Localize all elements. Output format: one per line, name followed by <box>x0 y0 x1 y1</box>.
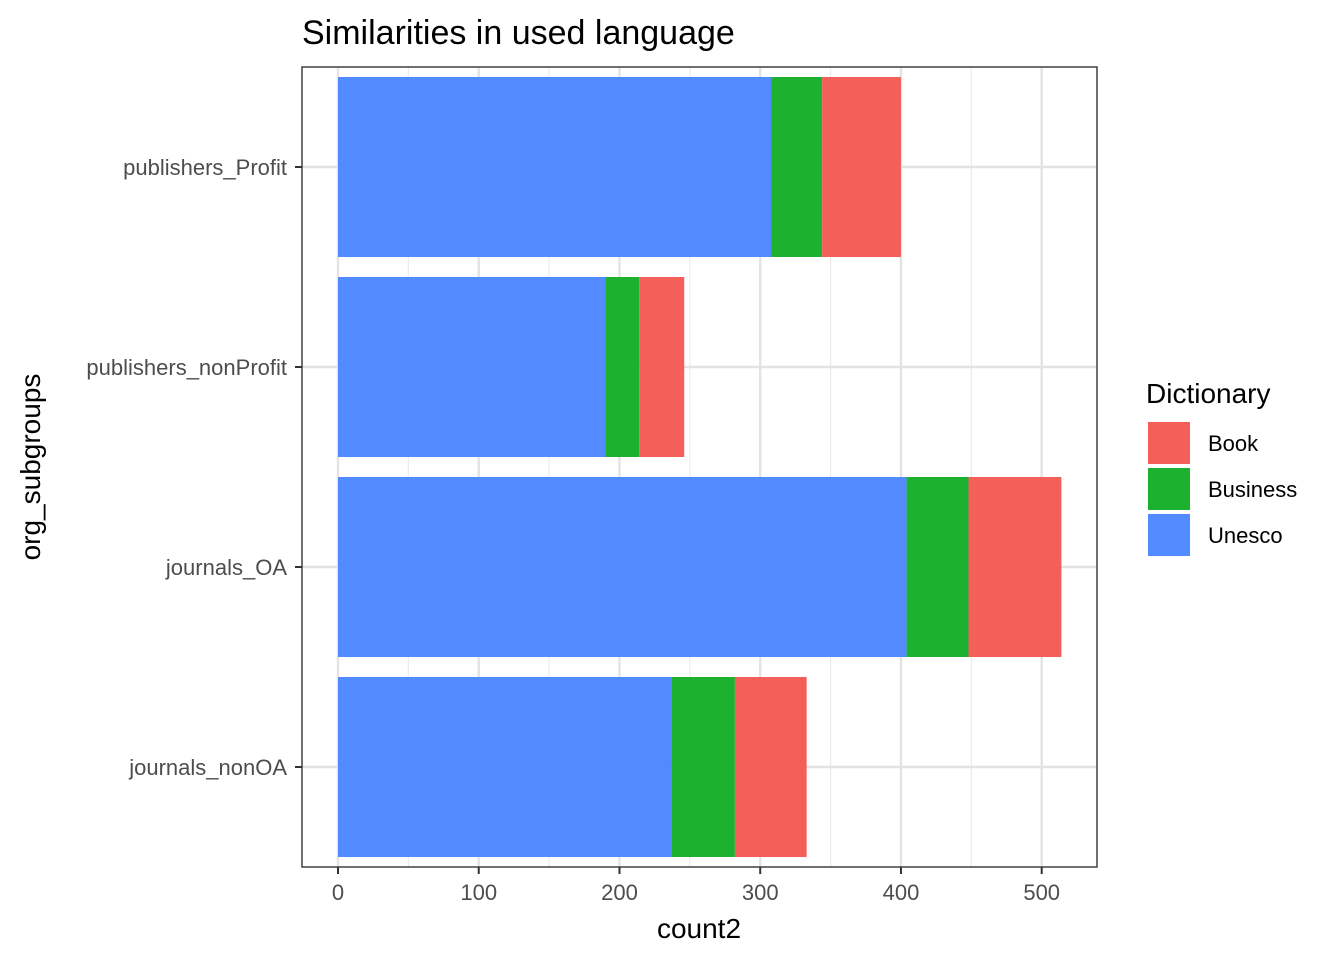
panel-border <box>301 66 1098 868</box>
legend-title: Dictionary <box>1146 378 1270 409</box>
y-tick-label-publishers_profit: publishers_Profit <box>123 155 287 180</box>
bar-segment-business-publishers_profit <box>771 77 823 257</box>
bar-segment-unesco-journals_oa <box>338 477 907 657</box>
x-tick-label: 300 <box>742 880 779 905</box>
legend: Dictionary Book Business Unesco <box>1146 378 1297 556</box>
bars <box>338 77 1062 857</box>
bar-segment-unesco-publishers_nonprofit <box>338 277 606 457</box>
legend-label-unesco: Unesco <box>1208 523 1283 548</box>
bar-segment-book-journals_oa <box>968 477 1062 657</box>
legend-label-business: Business <box>1208 477 1297 502</box>
bar-segment-book-publishers_nonprofit <box>639 277 685 457</box>
bar-segment-business-publishers_nonprofit <box>605 277 640 457</box>
y-tick-label-journals_nonoa: journals_nonOA <box>128 755 287 780</box>
x-tick-label: 200 <box>601 880 638 905</box>
bar-segment-book-publishers_profit <box>822 77 901 257</box>
legend-key-business <box>1148 468 1190 510</box>
legend-label-book: Book <box>1208 431 1259 456</box>
legend-key-unesco <box>1148 514 1190 556</box>
bar-segment-unesco-publishers_profit <box>338 77 772 257</box>
y-axis-label: org_subgroups <box>15 374 46 561</box>
axes: 0 100 200 300 400 500 publishers_Profitpublish… <box>86 155 1060 905</box>
y-tick-label-journals_oa: journals_OA <box>165 555 287 580</box>
x-tick-label: 500 <box>1023 880 1060 905</box>
bar-segment-book-journals_nonoa <box>734 677 807 857</box>
x-axis-label: count2 <box>657 913 741 944</box>
x-tick-label: 400 <box>883 880 920 905</box>
bar-segment-unesco-journals_nonoa <box>338 677 672 857</box>
x-tick-label: 100 <box>460 880 497 905</box>
bar-segment-business-journals_oa <box>906 477 969 657</box>
x-tick-label: 0 <box>332 880 344 905</box>
y-tick-label-publishers_nonprofit: publishers_nonProfit <box>86 355 287 380</box>
bar-segment-business-journals_nonoa <box>671 677 735 857</box>
legend-key-book <box>1148 422 1190 464</box>
chart-title: Similarities in used language <box>302 14 735 52</box>
